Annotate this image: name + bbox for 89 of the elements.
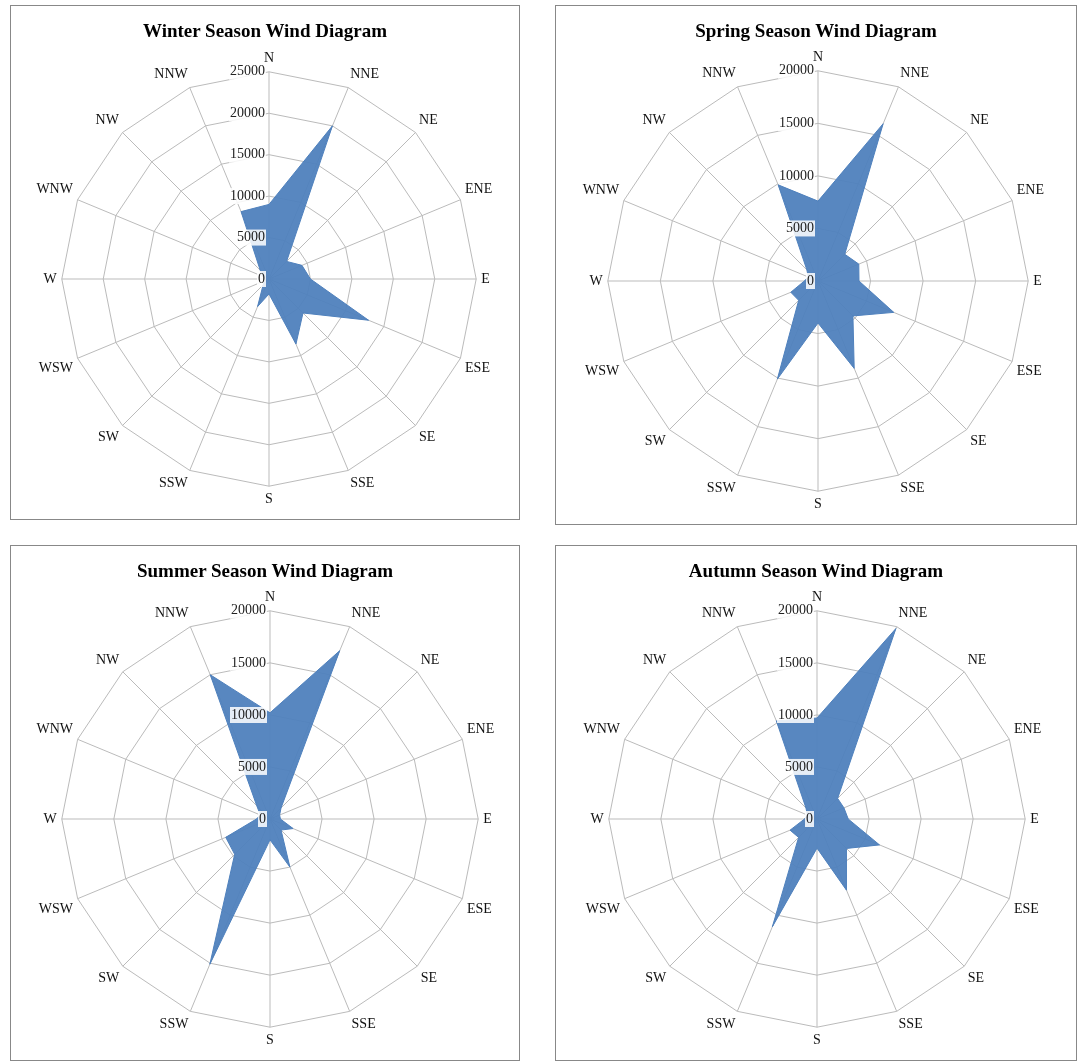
y-tick-label: 20000 (779, 62, 814, 78)
spoke-label: W (590, 810, 605, 826)
spoke-label: WSW (38, 360, 74, 376)
spoke-label: WSW (585, 900, 621, 916)
y-tick-label: 10000 (231, 706, 266, 722)
y-tick-label: 20000 (230, 104, 265, 120)
spoke-label: SW (97, 429, 120, 445)
spoke-label: WNW (36, 720, 74, 736)
spoke-label: N (264, 589, 276, 605)
chart-title: Summer Season Wind Diagram (136, 560, 394, 582)
spoke-label: ESE (1013, 900, 1039, 916)
spoke-label: E (1033, 272, 1042, 288)
spoke-label: SSE (900, 479, 925, 495)
spoke-label: SW (98, 969, 121, 985)
y-tick-label: 15000 (779, 115, 814, 131)
spoke-label: NW (95, 112, 120, 128)
spoke-label: NNE (898, 605, 928, 621)
chart-title: Autumn Season Wind Diagram (687, 560, 945, 582)
spoke-label: SSE (898, 1016, 923, 1032)
spoke-label: NNW (701, 605, 737, 621)
spoke-label: ENE (466, 720, 495, 736)
spoke-label: ENE (1013, 720, 1042, 736)
y-tick-label: 0 (259, 810, 266, 826)
spoke-label: S (813, 1032, 821, 1048)
spoke-label: N (263, 50, 275, 66)
spoke-label: NNW (702, 65, 737, 81)
y-tick-label: 5000 (785, 758, 813, 774)
spoke-label: NW (642, 112, 667, 128)
y-tick-label: 10000 (778, 706, 813, 722)
y-tick-label: 0 (806, 810, 813, 826)
spoke-label: ESE (465, 360, 490, 376)
spoke-label: W (589, 272, 604, 288)
spoke-label: NNW (154, 66, 189, 82)
spoke-label: ESE (1016, 363, 1042, 379)
spoke-label: S (265, 491, 273, 507)
spoke-label: ESE (466, 900, 492, 916)
spoke-label: NW (95, 651, 121, 667)
spoke-label: E (483, 810, 492, 826)
spoke-label: NE (419, 112, 438, 128)
spoke-label: SE (420, 969, 438, 985)
spoke-label: SW (645, 969, 668, 985)
spoke-label: NNW (154, 605, 190, 621)
y-tick-label: 20000 (778, 602, 813, 618)
spoke-label: SSW (159, 475, 189, 491)
y-tick-label: 20000 (231, 602, 266, 618)
spoke-label: WNW (582, 181, 620, 197)
chart-title: Winter Season Wind Diagram (141, 20, 389, 42)
y-tick-label: 0 (258, 270, 265, 286)
y-tick-label: 5000 (237, 229, 265, 245)
spoke-label: W (43, 270, 58, 286)
spoke-label: NE (970, 112, 989, 128)
spoke-label: SSW (159, 1016, 190, 1032)
spoke-label: W (43, 810, 58, 826)
spoke-label: SSW (706, 1016, 737, 1032)
y-tick-label: 5000 (786, 220, 814, 236)
spoke-label: SSW (706, 479, 737, 495)
y-tick-label: 5000 (238, 758, 266, 774)
spoke-label: NNE (900, 65, 930, 81)
spoke-label: NNE (350, 66, 379, 82)
spoke-label: WSW (38, 900, 74, 916)
spoke-label: ENE (465, 181, 493, 197)
spoke-label: S (266, 1032, 274, 1048)
spoke-label: SE (419, 429, 436, 445)
spoke-label: SSE (350, 475, 375, 491)
spoke-label: SW (644, 433, 667, 449)
spoke-label: NNE (351, 605, 381, 621)
spoke-label: SE (967, 969, 985, 985)
spoke-label: NE (967, 651, 987, 667)
spoke-label: SSE (351, 1016, 376, 1032)
y-tick-label: 10000 (779, 167, 814, 183)
spoke-label: NW (642, 651, 668, 667)
spoke-label: WSW (584, 363, 620, 379)
spoke-label: SE (970, 433, 987, 449)
spoke-label: E (481, 270, 490, 286)
spoke-label: WNW (36, 181, 74, 197)
y-tick-label: 15000 (778, 654, 813, 670)
spoke-label: N (812, 49, 824, 65)
spoke-label: N (811, 589, 823, 605)
chart-title: Spring Season Wind Diagram (694, 20, 938, 42)
y-tick-label: 25000 (230, 63, 265, 79)
y-tick-label: 15000 (231, 654, 266, 670)
y-tick-label: 10000 (230, 187, 265, 203)
y-tick-label: 15000 (230, 146, 265, 162)
spoke-label: E (1030, 810, 1039, 826)
spoke-label: S (814, 496, 822, 512)
spoke-label: WNW (583, 720, 621, 736)
spoke-label: ENE (1016, 181, 1045, 197)
spoke-label: NE (420, 651, 440, 667)
y-tick-label: 0 (807, 272, 814, 288)
